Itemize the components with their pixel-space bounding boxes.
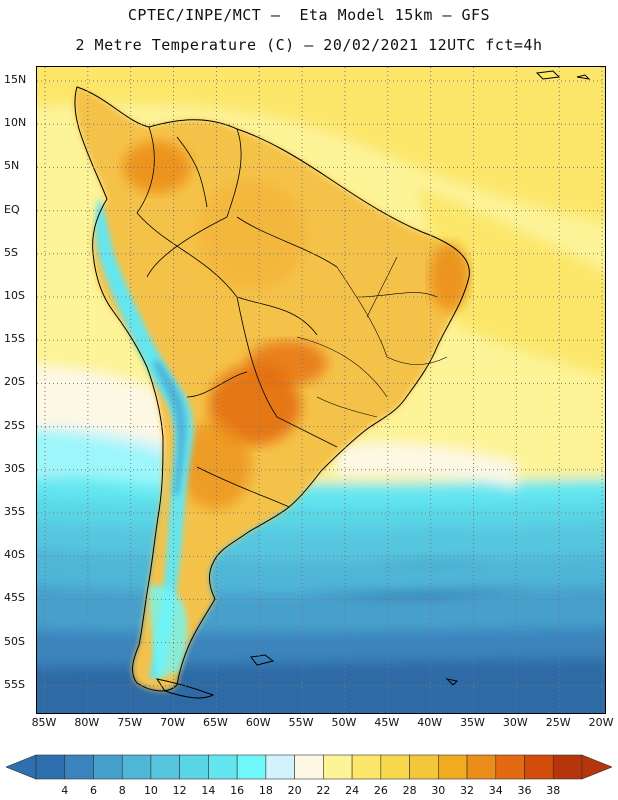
title-line-1: CPTEC/INPE/MCT – Eta Model 15km – GFS — [127, 6, 491, 24]
mato-grosso-hot-zone — [247, 341, 327, 385]
northeast-hot-zone — [429, 243, 469, 311]
legend-label-18: 18 — [258, 784, 273, 797]
title-line-2: 2 Metre Temperature (C) – 20/02/2021 12U… — [75, 36, 543, 54]
lat-label-EQ: EQ — [4, 202, 20, 216]
lat-label-50S: 50S — [4, 634, 25, 648]
map-canvas — [37, 67, 605, 713]
legend-label-8: 8 — [118, 784, 126, 797]
legend-label-24: 24 — [345, 784, 360, 797]
legend-under-arrow — [6, 754, 37, 780]
ocean-band-22 — [337, 442, 517, 487]
legend-swatch-2 — [93, 754, 123, 780]
legend-label-10: 10 — [143, 784, 158, 797]
andes-cold-ridge — [95, 197, 194, 679]
lat-label-25S: 25S — [4, 418, 25, 432]
legend-swatch-5 — [179, 754, 209, 780]
lon-label-75W: 75W — [117, 716, 143, 729]
lon-label-80W: 80W — [74, 716, 100, 729]
land-field — [74, 87, 470, 691]
lon-label-30W: 30W — [502, 716, 528, 729]
pampas-warm-zone — [179, 421, 251, 509]
lat-label-45S: 45S — [4, 591, 25, 605]
south-georgia — [445, 678, 459, 686]
lon-label-85W: 85W — [31, 716, 57, 729]
legend-swatch-6 — [208, 754, 238, 780]
brazil-state-borders — [296, 256, 448, 418]
lon-label-25W: 25W — [545, 716, 571, 729]
legend-label-34: 34 — [488, 784, 503, 797]
legend-swatch-18 — [552, 754, 583, 780]
lon-label-35W: 35W — [460, 716, 485, 729]
legend-swatch-3 — [121, 754, 152, 780]
legend-label-20: 20 — [287, 784, 302, 797]
lat-label-40S: 40S — [4, 548, 25, 562]
lat-label-35S: 35S — [4, 505, 25, 518]
lon-label-55W: 55W — [288, 716, 314, 729]
legend-swatch-10 — [323, 754, 353, 780]
lat-label-30S: 30S — [4, 461, 25, 475]
falkland-islands — [250, 654, 275, 666]
map-grid — [37, 67, 605, 713]
lon-label-70W: 70W — [160, 716, 185, 729]
lat-label-20S: 20S — [4, 375, 25, 389]
legend-swatch-16 — [495, 754, 525, 780]
lat-label-15N: 15N — [4, 73, 27, 86]
legend-label-28: 28 — [402, 784, 417, 797]
ocean-band-18b — [37, 429, 187, 497]
ocean-band-20 — [37, 366, 187, 449]
legend-label-22: 22 — [316, 784, 331, 797]
patagonia-cool — [149, 585, 188, 679]
legend-swatch-7 — [236, 754, 267, 780]
legend-swatch-17 — [524, 754, 554, 780]
chaco-hot-zone — [209, 365, 301, 445]
amazon-warm-zone — [197, 180, 307, 290]
legend-swatch-13 — [409, 754, 439, 780]
legend-swatch-14 — [438, 754, 468, 780]
lon-label-20W: 20W — [588, 716, 614, 729]
legend-swatch-4 — [150, 754, 180, 780]
legend-label-38: 38 — [546, 784, 561, 797]
ocean-band-26 — [37, 67, 605, 223]
legend-swatch-9 — [294, 754, 324, 780]
lon-label-60W: 60W — [245, 716, 271, 729]
lat-label-10S: 10S — [4, 289, 25, 302]
lat-label-15S: 15S — [4, 332, 25, 346]
caribbean-islands — [535, 70, 591, 80]
legend-label-30: 30 — [431, 784, 446, 797]
tierra-del-fuego — [155, 678, 215, 699]
legend-swatch-12 — [380, 754, 410, 780]
lon-label-50W: 50W — [331, 716, 357, 729]
legend-label-4: 4 — [61, 784, 69, 797]
legend-over-arrow — [581, 754, 612, 780]
lon-label-65W: 65W — [202, 716, 228, 729]
legend-swatch-1 — [64, 754, 94, 780]
lat-label-5S: 5S — [4, 245, 18, 259]
lon-label-40W: 40W — [417, 716, 443, 729]
legend-swatch-8 — [265, 754, 295, 780]
legend-label-32: 32 — [460, 784, 475, 797]
lat-label-55S: 55S — [4, 677, 25, 691]
boundaries — [74, 70, 591, 699]
temperature-map — [36, 66, 606, 714]
legend-label-16: 16 — [230, 784, 245, 797]
lat-label-10N: 10N — [4, 116, 27, 130]
color-legend-bar — [6, 754, 612, 780]
legend-label-6: 6 — [89, 784, 97, 797]
legend-label-36: 36 — [517, 784, 532, 797]
legend-swatch-0 — [35, 754, 66, 780]
ocean-band-26b — [417, 187, 605, 377]
legend-swatch-15 — [466, 754, 497, 780]
lat-label-5N: 5N — [4, 159, 20, 173]
legend-label-12: 12 — [172, 784, 187, 797]
lon-label-45W: 45W — [374, 716, 400, 729]
legend-label-14: 14 — [201, 784, 216, 797]
legend-label-26: 26 — [373, 784, 388, 797]
country-borders — [136, 126, 338, 508]
coastline — [74, 86, 470, 692]
andes-core — [153, 359, 187, 495]
legend-swatch-11 — [351, 754, 382, 780]
